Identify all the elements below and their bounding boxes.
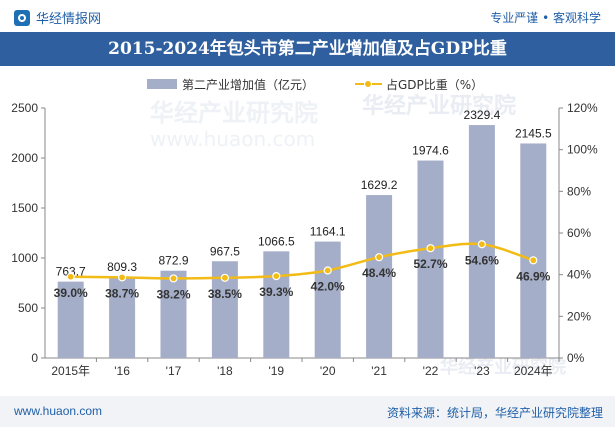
title-band: 2015-2024年包头市第二产业增加值及占GDP比重 — [0, 32, 615, 66]
legend-line-label: 占GDP比重（%） — [386, 77, 483, 92]
y-left-tick-label: 1000 — [11, 251, 38, 265]
share-line — [70, 242, 534, 280]
share-line-label: 38.2% — [156, 287, 190, 301]
y-left-tick-label: 500 — [18, 301, 38, 315]
bar — [314, 241, 341, 358]
share-line-point — [220, 273, 229, 282]
y-right-tick-label: 20% — [567, 309, 591, 323]
x-tick-label: '16 — [114, 364, 130, 378]
legend-bar-label: 第二产业增加值（亿元） — [182, 77, 314, 92]
chart-area: 华经产业研究院华经产业研究院www.huaon.com华经产业研究院第二产业增加… — [11, 77, 598, 378]
watermark-text: 华经产业研究院 — [362, 93, 516, 119]
y-right-tick-label: 80% — [567, 184, 591, 198]
y-right-tick-label: 100% — [567, 143, 598, 157]
bar — [160, 270, 187, 358]
bar — [417, 160, 444, 358]
x-tick-label: '21 — [371, 364, 387, 378]
x-tick-label: '22 — [423, 364, 439, 378]
bar — [109, 277, 136, 358]
legend-bar-swatch — [147, 79, 177, 89]
y-left-tick-label: 2500 — [11, 101, 38, 115]
x-tick-label: '17 — [166, 364, 182, 378]
bar-value-label: 1066.5 — [258, 234, 295, 248]
bar — [520, 143, 547, 358]
share-line-label: 42.0% — [311, 280, 345, 294]
brand-logo-icon — [14, 9, 30, 26]
share-line-point — [426, 244, 435, 253]
watermark-text: 华经产业研究院 — [440, 356, 566, 378]
share-line-point — [117, 273, 127, 282]
share-line-point — [477, 240, 486, 249]
x-tick-label: '23 — [474, 364, 490, 378]
share-line-label: 39.0% — [54, 286, 88, 300]
bar-value-label: 763.7 — [56, 265, 86, 279]
footer: www.huaon.com 资料来源：统计局，华经产业研究院整理 — [0, 396, 615, 427]
x-tick-label: 2015年 — [51, 364, 90, 378]
y-right-tick-label: 120% — [567, 101, 598, 115]
bar — [263, 251, 290, 358]
footer-website: www.huaon.com — [14, 404, 103, 418]
x-tick-label: '19 — [268, 364, 284, 378]
bar-value-label: 967.5 — [210, 244, 240, 258]
watermark-url: www.huaon.com — [150, 127, 315, 151]
top-bar: 华经情报网 专业严谨 • 客观科学 — [0, 0, 615, 32]
share-line-label: 38.7% — [105, 286, 139, 300]
bar-value-label: 872.9 — [158, 254, 188, 268]
y-right-tick-label: 40% — [567, 268, 591, 282]
bar-value-label: 809.3 — [107, 260, 137, 274]
share-line-label: 38.5% — [208, 287, 242, 301]
bar — [57, 281, 84, 358]
bar-value-label: 1974.6 — [412, 144, 449, 158]
chart-title: 2015-2024年包头市第二产业增加值及占GDP比重 — [108, 39, 507, 59]
share-line-label: 39.3% — [259, 285, 293, 299]
y-left-tick-label: 0 — [31, 351, 38, 365]
x-tick-label: '18 — [217, 364, 233, 378]
slogan: 专业严谨 • 客观科学 — [490, 11, 601, 25]
share-line-point — [169, 274, 178, 283]
share-line-point — [323, 266, 332, 275]
y-left-tick-label: 2000 — [11, 151, 38, 165]
bar — [366, 195, 393, 358]
x-tick-label: '20 — [320, 364, 336, 378]
share-line-point — [375, 253, 384, 262]
y-right-tick-label: 60% — [567, 226, 591, 240]
watermark-text: 华经产业研究院 — [150, 99, 318, 127]
share-line-label: 54.6% — [465, 253, 499, 267]
bar-value-label: 2329.4 — [464, 108, 501, 122]
share-line-label: 46.9% — [516, 269, 550, 283]
share-line-label: 52.7% — [413, 257, 447, 271]
x-tick-label: 2024年 — [514, 364, 553, 378]
bar-value-label: 1629.2 — [361, 178, 398, 192]
y-left-tick-label: 1500 — [11, 201, 38, 215]
share-line-label: 48.4% — [362, 266, 396, 280]
brand: 华经情报网 — [14, 8, 101, 27]
share-line-point — [66, 272, 75, 281]
legend-line-marker — [364, 80, 372, 88]
bar-value-label: 2145.5 — [515, 126, 552, 140]
footer-source: 资料来源：统计局，华经产业研究院整理 — [386, 406, 603, 420]
brand-name: 华经情报网 — [36, 12, 102, 27]
share-line-point — [529, 256, 538, 265]
bar-value-label: 1164.1 — [310, 225, 346, 239]
y-right-tick-label: 0% — [567, 351, 585, 365]
share-line-point — [272, 272, 281, 281]
